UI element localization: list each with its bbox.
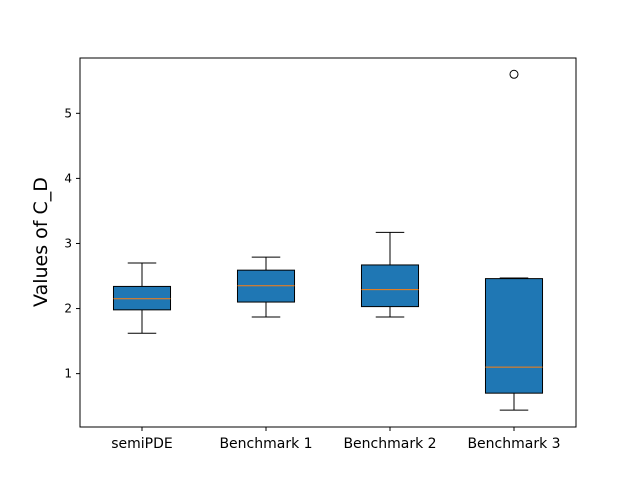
box-group [112,262,172,334]
x-axis: semiPDE Benchmark 1 Benchmark 2 Benchmark 3 [111,427,561,452]
y-axis-title: Values of C_D [30,177,52,307]
x-tick-label: semiPDE [111,436,173,452]
y-axis: 1 2 3 4 5 [64,106,80,381]
x-tick-label: Benchmark 2 [343,436,436,452]
axes-frame [79,57,577,428]
box-group [360,231,420,318]
box [484,278,544,394]
plot-marks [112,69,544,411]
y-tick-label: 2 [64,302,72,316]
x-tick-label: Benchmark 1 [219,436,312,452]
y-tick-label: 5 [64,106,72,120]
y-tick-label: 1 [64,367,72,381]
box-group [484,69,544,411]
y-tick-label: 4 [64,171,72,185]
x-tick-label: Benchmark 3 [467,436,560,452]
y-tick-label: 3 [64,236,72,250]
box-group [236,256,296,318]
box [360,264,420,308]
box [112,285,172,311]
outlier-point [509,69,519,79]
